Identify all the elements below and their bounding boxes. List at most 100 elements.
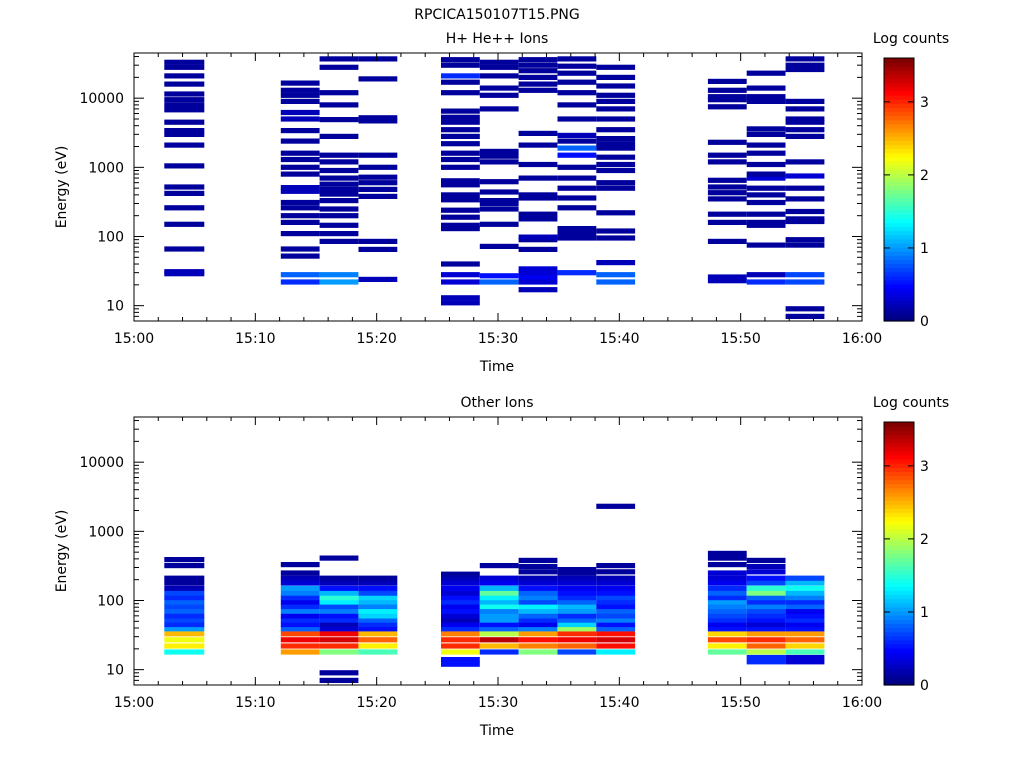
- heatmap-cell-11-7: [785, 216, 825, 222]
- colorbar-step: [884, 479, 914, 485]
- colorbar-step: [884, 467, 914, 472]
- heatmap-cell-9-1: [707, 274, 747, 280]
- heatmap-cell-4-1: [441, 657, 480, 663]
- heatmap-cell-4-11: [441, 603, 480, 610]
- heatmap-cells: [164, 503, 825, 683]
- colorbar-step: [884, 471, 914, 477]
- heatmap-cell-6-18: [518, 557, 558, 563]
- heatmap-cell-10-11: [746, 603, 786, 610]
- heatmap-cell-3-2: [358, 637, 398, 643]
- colorbar-tick-label: 3: [920, 459, 929, 475]
- heatmap-cell-2-13: [319, 159, 359, 165]
- heatmap-cell-9-13: [707, 97, 747, 103]
- heatmap-cell-10-7: [746, 192, 786, 198]
- heatmap-cell-7-2: [557, 231, 597, 237]
- heatmap-cell-6-17: [518, 81, 558, 87]
- colorbar: 0 1 2 3 Log counts: [873, 31, 949, 330]
- heatmap-cell-0-8: [164, 608, 205, 614]
- colorbar-step: [884, 516, 914, 522]
- heatmap-cell-3-6: [358, 174, 398, 180]
- heatmap-cell-1-16: [280, 128, 320, 134]
- heatmap-cell-6-6: [518, 617, 558, 623]
- heatmap-cell-1-20: [280, 92, 320, 98]
- heatmap-cell-8-18: [596, 503, 636, 509]
- heatmap-cell-9-11: [707, 595, 747, 601]
- heatmap-cell-4-0: [441, 661, 480, 667]
- panel-other-ions: 15:00 15:10 15:20 15:30 15:40 15:50 16:0010100…: [54, 395, 949, 739]
- heatmap-cell-10-16: [746, 98, 786, 104]
- heatmap-cell-2-19: [319, 64, 359, 70]
- heatmap-cell-3-3: [358, 631, 398, 637]
- heatmap-cell-9-19: [707, 550, 747, 556]
- heatmap-cell-5-2: [479, 243, 519, 249]
- x-tick-label: 15:20: [356, 695, 396, 711]
- heatmap-cell-4-5: [441, 631, 480, 637]
- heatmap-cell-7-9: [557, 603, 597, 610]
- heatmap-cell-11-2: [785, 649, 825, 655]
- heatmap-cell-1-11: [280, 171, 320, 177]
- heatmap-cell-7-5: [557, 621, 597, 628]
- heatmap-cell-1-1: [280, 643, 320, 649]
- heatmap-cell-3-0: [358, 276, 398, 282]
- heatmap-cell-9-12: [707, 590, 747, 596]
- heatmap-cell-4-11: [441, 182, 480, 188]
- heatmap-cell-7-6: [557, 185, 597, 191]
- heatmap-cell-4-24: [441, 73, 480, 79]
- heatmap-cell-1-14: [280, 580, 320, 586]
- heatmap-cell-5-0: [479, 279, 519, 285]
- y-tick-label: 10000: [79, 455, 124, 471]
- colorbar-step: [884, 99, 914, 104]
- heatmap-cell-9-14: [707, 94, 747, 100]
- heatmap-cell-8-16: [596, 106, 636, 112]
- colorbar-step: [884, 292, 914, 297]
- heatmap-cell-1-10: [280, 599, 320, 605]
- colorbar-step: [884, 238, 914, 244]
- colorbar-step: [884, 230, 914, 236]
- heatmap-cell-10-7: [746, 621, 786, 628]
- colorbar-step: [884, 201, 914, 207]
- heatmap-cell-5-12: [479, 106, 519, 112]
- heatmap-cell-5-11: [479, 595, 519, 601]
- heatmap-cell-11-16: [785, 116, 825, 122]
- heatmap-cell-0-13: [164, 102, 205, 108]
- heatmap-cell-1-4: [280, 626, 320, 632]
- colorbar-step: [884, 263, 914, 269]
- heatmap-cell-6-12: [518, 175, 558, 181]
- heatmap-cell-11-0: [785, 313, 825, 319]
- heatmap-cell-3-10: [358, 599, 398, 605]
- colorbar-step: [884, 148, 914, 154]
- heatmap-cell-10-0: [746, 659, 786, 665]
- colorbar-step: [884, 438, 914, 444]
- heatmap-cell-2-15: [319, 133, 359, 139]
- heatmap-cell-10-14: [746, 590, 786, 596]
- colorbar-step: [884, 664, 914, 670]
- colorbar-step: [884, 635, 914, 641]
- heatmap-cell-6-13: [518, 161, 558, 168]
- heatmap-cell-9-5: [707, 196, 747, 202]
- heatmap-cell-5-9: [479, 603, 519, 610]
- heatmap-cell-1-18: [280, 109, 320, 116]
- heatmap-cell-8-15: [596, 575, 636, 581]
- heatmap-cell-1-15: [280, 138, 320, 144]
- colorbar-step: [884, 193, 914, 199]
- y-tick-label: 100: [97, 593, 124, 609]
- heatmap-cell-9-9: [707, 603, 747, 610]
- heatmap-cell-10-15: [746, 585, 786, 591]
- heatmap-cell-7-13: [557, 116, 597, 122]
- heatmap-cell-4-13: [441, 164, 480, 170]
- heatmap-cell-7-17: [557, 567, 597, 573]
- heatmap-cell-11-9: [785, 613, 825, 619]
- y-tick-label: 1000: [88, 524, 124, 540]
- heatmap-cell-5-6: [479, 198, 519, 204]
- heatmap-cell-2-2: [319, 238, 359, 244]
- heatmap-cell-1-0: [280, 279, 320, 285]
- colorbar-step: [884, 62, 914, 67]
- heatmap-cell-6-5: [518, 246, 558, 252]
- heatmap-cell-9-16: [707, 570, 747, 576]
- heatmap-cell-7-16: [557, 79, 597, 85]
- heatmap-cell-11-12: [785, 159, 825, 165]
- heatmap-cell-9-0: [707, 649, 747, 655]
- colorbar-step: [884, 487, 914, 493]
- heatmap-cell-11-0: [785, 659, 825, 665]
